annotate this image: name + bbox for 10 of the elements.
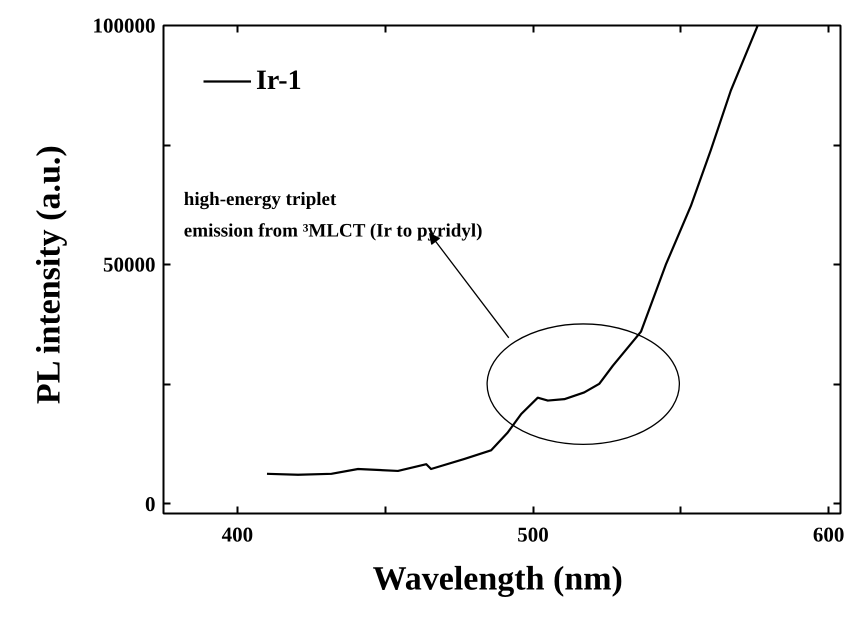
annotation: high-energy triplet emission from ³MLCT (Ir to pyridyl): [184, 188, 482, 242]
y-tick-label: 0: [145, 492, 156, 516]
x-axis-title: Wavelength (nm): [372, 560, 623, 598]
y-axis-title: PL intensity (a.u.): [30, 145, 68, 404]
y-tick-label: 50000: [103, 252, 156, 277]
legend-label: Ir-1: [256, 65, 302, 97]
x-tick-label: 400: [222, 522, 254, 546]
y-tick-label: 100000: [92, 14, 156, 38]
x-tick-label: 500: [517, 522, 549, 546]
x-tick-label: 600: [812, 522, 844, 546]
